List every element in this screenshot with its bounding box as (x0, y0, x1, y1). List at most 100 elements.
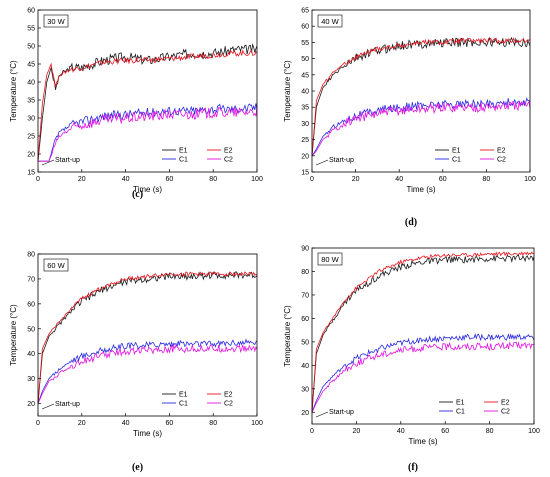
x-tick-label: 100 (251, 420, 263, 427)
series-line-c1 (311, 333, 535, 413)
startup-arrow (41, 403, 55, 410)
y-tick-label: 60 (301, 316, 309, 323)
x-tick-label: 100 (251, 176, 263, 183)
x-tick-label: 60 (166, 420, 174, 427)
legend-entry-c1: C1 (179, 401, 188, 408)
y-tick-label: 45 (301, 72, 309, 79)
x-tick-label: 80 (209, 176, 217, 183)
plot-frame (37, 253, 258, 417)
y-tick-label: 40 (301, 89, 309, 96)
y-axis-label: Temperature (°C) (283, 60, 292, 122)
plot-frame (37, 9, 258, 173)
y-tick-label: 65 (301, 8, 309, 15)
x-tick-label: 80 (209, 420, 217, 427)
y-tick-label: 40 (301, 363, 309, 370)
startup-annotation: Start-up (55, 157, 80, 164)
x-axis-label: Time (s) (408, 437, 437, 446)
startup-arrow (41, 159, 55, 166)
x-tick-label: 20 (353, 428, 361, 435)
y-tick-label: 40 (27, 351, 35, 358)
x-axis-label: Time (s) (133, 429, 162, 438)
y-tick-label: 20 (301, 153, 309, 160)
x-tick-label: 0 (36, 176, 40, 183)
startup-annotation: Start-up (329, 157, 354, 164)
y-axis-label: Temperature (°C) (9, 304, 18, 366)
y-tick-label: 25 (301, 137, 309, 144)
x-tick-label: 100 (528, 428, 540, 435)
x-tick-label: 60 (441, 428, 449, 435)
plot-frame (311, 247, 535, 425)
power-label: 40 W (321, 17, 339, 26)
x-tick-label: 20 (352, 176, 360, 183)
series-line-c1 (37, 338, 258, 404)
series-line-c2 (38, 105, 258, 162)
x-tick-label: 40 (397, 428, 405, 435)
y-tick-label: 20 (27, 401, 35, 408)
y-axis-label: Temperature (°C) (283, 305, 292, 367)
y-tick-label: 70 (27, 276, 35, 283)
series-line-e2 (311, 251, 535, 413)
y-tick-label: 80 (301, 269, 309, 276)
power-label: 30 W (47, 17, 65, 26)
y-tick-label: 30 (301, 121, 309, 128)
y-tick-label: 20 (301, 410, 309, 417)
startup-annotation: Start-up (329, 409, 354, 416)
legend-entry-c2: C2 (224, 401, 233, 408)
legend-entry-e1: E1 (179, 392, 188, 399)
x-tick-label: 40 (122, 420, 130, 427)
legend-entry-c1: C1 (179, 157, 188, 164)
panel-caption: (d) (405, 217, 417, 228)
panel-caption: (e) (132, 462, 143, 473)
series-line-e2 (37, 49, 258, 162)
power-box (317, 14, 343, 28)
y-tick-label: 60 (27, 301, 35, 308)
power-label: 80 W (321, 255, 339, 264)
legend-entry-e2: E2 (224, 392, 233, 399)
panel-caption: (c) (132, 189, 143, 200)
chart-panel-3: 0 20 40 60 80 100 20 30 40 50 60 70 80 Time (s) Temper… (9, 252, 263, 474)
x-tick-label: 40 (395, 176, 403, 183)
x-tick-label: 80 (486, 428, 494, 435)
chart-panel-1: 0 20 40 60 80 100 15 20 25 30 35 40 45 50 55 60 Time (s)… (9, 8, 263, 201)
series-line-c2 (37, 344, 258, 404)
y-tick-label: 25 (27, 134, 35, 141)
series-line-c2 (311, 99, 531, 157)
legend-entry-c1: C1 (456, 409, 465, 416)
series-line-e1 (37, 271, 258, 404)
y-axis-label: Temperature (°C) (9, 60, 18, 122)
x-tick-label: 100 (524, 176, 536, 183)
power-box (43, 14, 69, 28)
x-tick-label: 0 (310, 428, 314, 435)
x-tick-label: 80 (483, 176, 491, 183)
y-tick-label: 35 (301, 105, 309, 112)
y-tick-label: 50 (27, 44, 35, 51)
startup-arrow (315, 411, 329, 418)
series-line-e1 (311, 36, 531, 156)
series-line-e2 (37, 271, 258, 404)
y-tick-label: 50 (27, 326, 35, 333)
y-tick-label: 55 (301, 40, 309, 47)
legend-entry-c1: C1 (452, 157, 461, 164)
y-tick-label: 15 (301, 170, 309, 177)
y-tick-label: 70 (301, 292, 309, 299)
legend-entry-c2: C2 (501, 409, 510, 416)
legend-entry-c2: C2 (497, 157, 506, 164)
y-tick-label: 80 (27, 252, 35, 259)
series-line-c2 (311, 341, 535, 413)
y-tick-label: 50 (301, 339, 309, 346)
y-tick-label: 15 (27, 170, 35, 177)
legend-entry-e1: E1 (452, 148, 461, 155)
x-tick-label: 0 (310, 176, 314, 183)
startup-arrow (315, 159, 329, 166)
series-line-e2 (311, 37, 531, 156)
y-tick-label: 55 (27, 26, 35, 33)
legend-entry-e1: E1 (456, 400, 465, 407)
x-tick-label: 0 (36, 420, 40, 427)
legend-entry-e2: E2 (501, 400, 510, 407)
y-tick-label: 60 (27, 8, 35, 15)
legend-entry-e1: E1 (179, 148, 188, 155)
y-tick-label: 40 (27, 80, 35, 87)
y-tick-label: 35 (27, 98, 35, 105)
x-tick-label: 20 (78, 420, 86, 427)
